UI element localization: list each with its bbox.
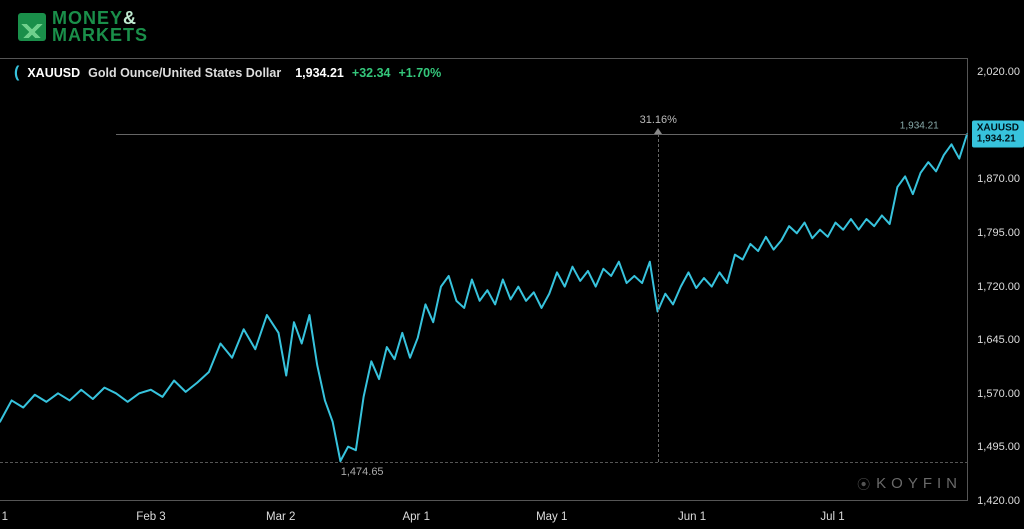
brand-logo-icon xyxy=(18,13,46,41)
ticker-series-icon: ( xyxy=(14,65,19,81)
y-axis-tick: 2,020.00 xyxy=(977,66,1020,78)
y-axis-tick: 1,795.00 xyxy=(977,227,1020,239)
chart-low-line xyxy=(0,462,968,463)
y-axis-tick: 1,495.00 xyxy=(977,441,1020,453)
ticker-header: ( XAUUSD Gold Ounce/United States Dollar… xyxy=(14,65,441,81)
attribution-icon: ⦿ xyxy=(857,474,870,493)
x-axis-tick: Jun 1 xyxy=(678,511,706,523)
y-axis-tick: 1,420.00 xyxy=(977,495,1020,507)
y-axis-tick: 1,720.00 xyxy=(977,281,1020,293)
x-axis-tick: May 1 xyxy=(536,511,567,523)
attribution-text: KOYFIN xyxy=(876,475,962,492)
x-axis-tick: Mar 2 xyxy=(266,511,295,523)
ticker-change: +32.34 xyxy=(352,66,391,80)
price-chart[interactable] xyxy=(0,58,968,501)
brand-logo: MONEY& MARKETS xyxy=(18,10,148,44)
x-axis-tick: Jul 1 xyxy=(820,511,844,523)
brand-line2: MARKETS xyxy=(52,27,148,44)
y-axis-tick: 1,570.00 xyxy=(977,388,1020,400)
chart-last-price-label: 1,934.21 xyxy=(900,120,939,131)
ticker-symbol: XAUUSD xyxy=(27,66,80,80)
ticker-price: 1,934.21 xyxy=(295,66,344,80)
chart-low-label: 1,474.65 xyxy=(341,466,384,478)
chart-pct-line xyxy=(116,134,968,135)
ticker-description: Gold Ounce/United States Dollar xyxy=(88,66,281,80)
y-axis-price-flag: XAUUSD1,934.21 xyxy=(972,120,1024,147)
x-axis-tick: n 1 xyxy=(0,511,8,523)
x-axis-tick: Apr 1 xyxy=(402,511,430,523)
ticker-pct: +1.70% xyxy=(398,66,441,80)
chart-line-svg xyxy=(0,59,967,500)
y-axis-tick: 1,870.00 xyxy=(977,173,1020,185)
chart-vertical-marker xyxy=(658,134,659,462)
attribution: ⦿ KOYFIN xyxy=(857,474,962,493)
x-axis-tick: Feb 3 xyxy=(136,511,165,523)
chart-pct-label: 31.16% xyxy=(640,114,677,126)
brand-logo-text: MONEY& MARKETS xyxy=(52,10,148,44)
y-axis-tick: 1,645.00 xyxy=(977,334,1020,346)
